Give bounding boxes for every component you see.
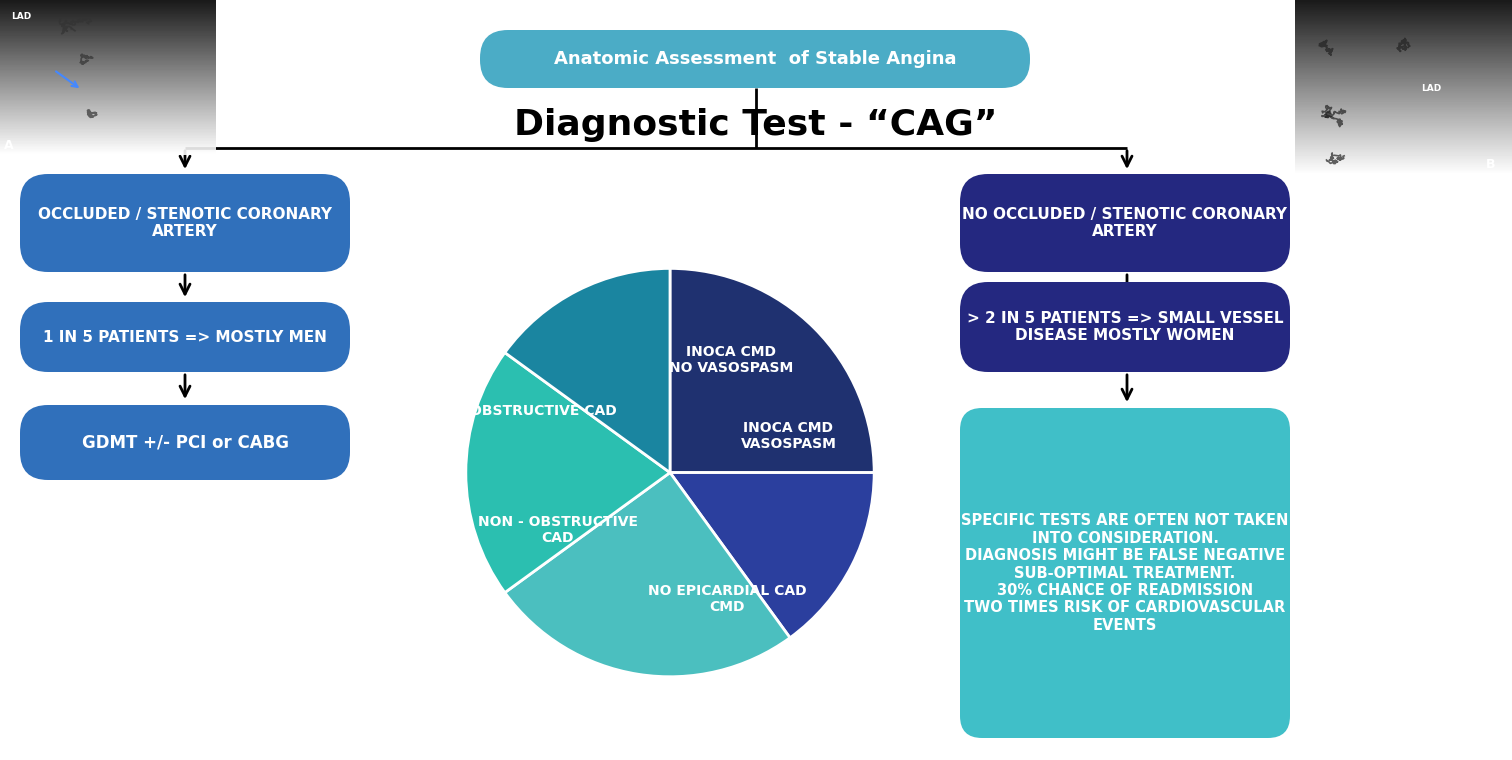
FancyBboxPatch shape	[20, 174, 349, 272]
FancyBboxPatch shape	[960, 408, 1290, 738]
Text: OBSTRUCTIVE CAD: OBSTRUCTIVE CAD	[470, 404, 617, 418]
Text: LAD: LAD	[11, 11, 32, 21]
Text: 1 IN 5 PATIENTS => MOSTLY MEN: 1 IN 5 PATIENTS => MOSTLY MEN	[42, 330, 327, 344]
Text: SPECIFIC TESTS ARE OFTEN NOT TAKEN
INTO CONSIDERATION.
DIAGNOSIS MIGHT BE FALSE : SPECIFIC TESTS ARE OFTEN NOT TAKEN INTO …	[962, 513, 1288, 632]
Text: NON - OBSTRUCTIVE
CAD: NON - OBSTRUCTIVE CAD	[478, 515, 638, 545]
Wedge shape	[670, 268, 874, 473]
Wedge shape	[466, 353, 670, 593]
Text: LAD: LAD	[1421, 84, 1441, 93]
Text: Diagnostic Test - “CAG”: Diagnostic Test - “CAG”	[514, 108, 998, 142]
FancyBboxPatch shape	[20, 405, 349, 480]
Wedge shape	[505, 473, 789, 676]
Text: Anatomic Assessment  of Stable Angina: Anatomic Assessment of Stable Angina	[553, 50, 956, 68]
FancyBboxPatch shape	[20, 302, 349, 372]
FancyBboxPatch shape	[960, 282, 1290, 372]
Text: NO OCCLUDED / STENOTIC CORONARY
ARTERY: NO OCCLUDED / STENOTIC CORONARY ARTERY	[963, 207, 1288, 239]
Text: B: B	[1486, 158, 1495, 171]
Text: NO EPICARDIAL CAD
CMD: NO EPICARDIAL CAD CMD	[647, 584, 806, 614]
Wedge shape	[505, 268, 670, 473]
Text: INOCA CMD
VASOSPASM: INOCA CMD VASOSPASM	[741, 421, 836, 451]
Wedge shape	[670, 473, 874, 638]
Text: OCCLUDED / STENOTIC CORONARY
ARTERY: OCCLUDED / STENOTIC CORONARY ARTERY	[38, 207, 333, 239]
Text: > 2 IN 5 PATIENTS => SMALL VESSEL
DISEASE MOSTLY WOMEN: > 2 IN 5 PATIENTS => SMALL VESSEL DISEAS…	[966, 311, 1284, 344]
Text: GDMT +/- PCI or CABG: GDMT +/- PCI or CABG	[82, 433, 289, 451]
Text: INOCA CMD
NO VASOSPASM: INOCA CMD NO VASOSPASM	[670, 345, 794, 375]
Text: A: A	[5, 139, 14, 152]
FancyBboxPatch shape	[479, 30, 1030, 88]
FancyBboxPatch shape	[960, 174, 1290, 272]
